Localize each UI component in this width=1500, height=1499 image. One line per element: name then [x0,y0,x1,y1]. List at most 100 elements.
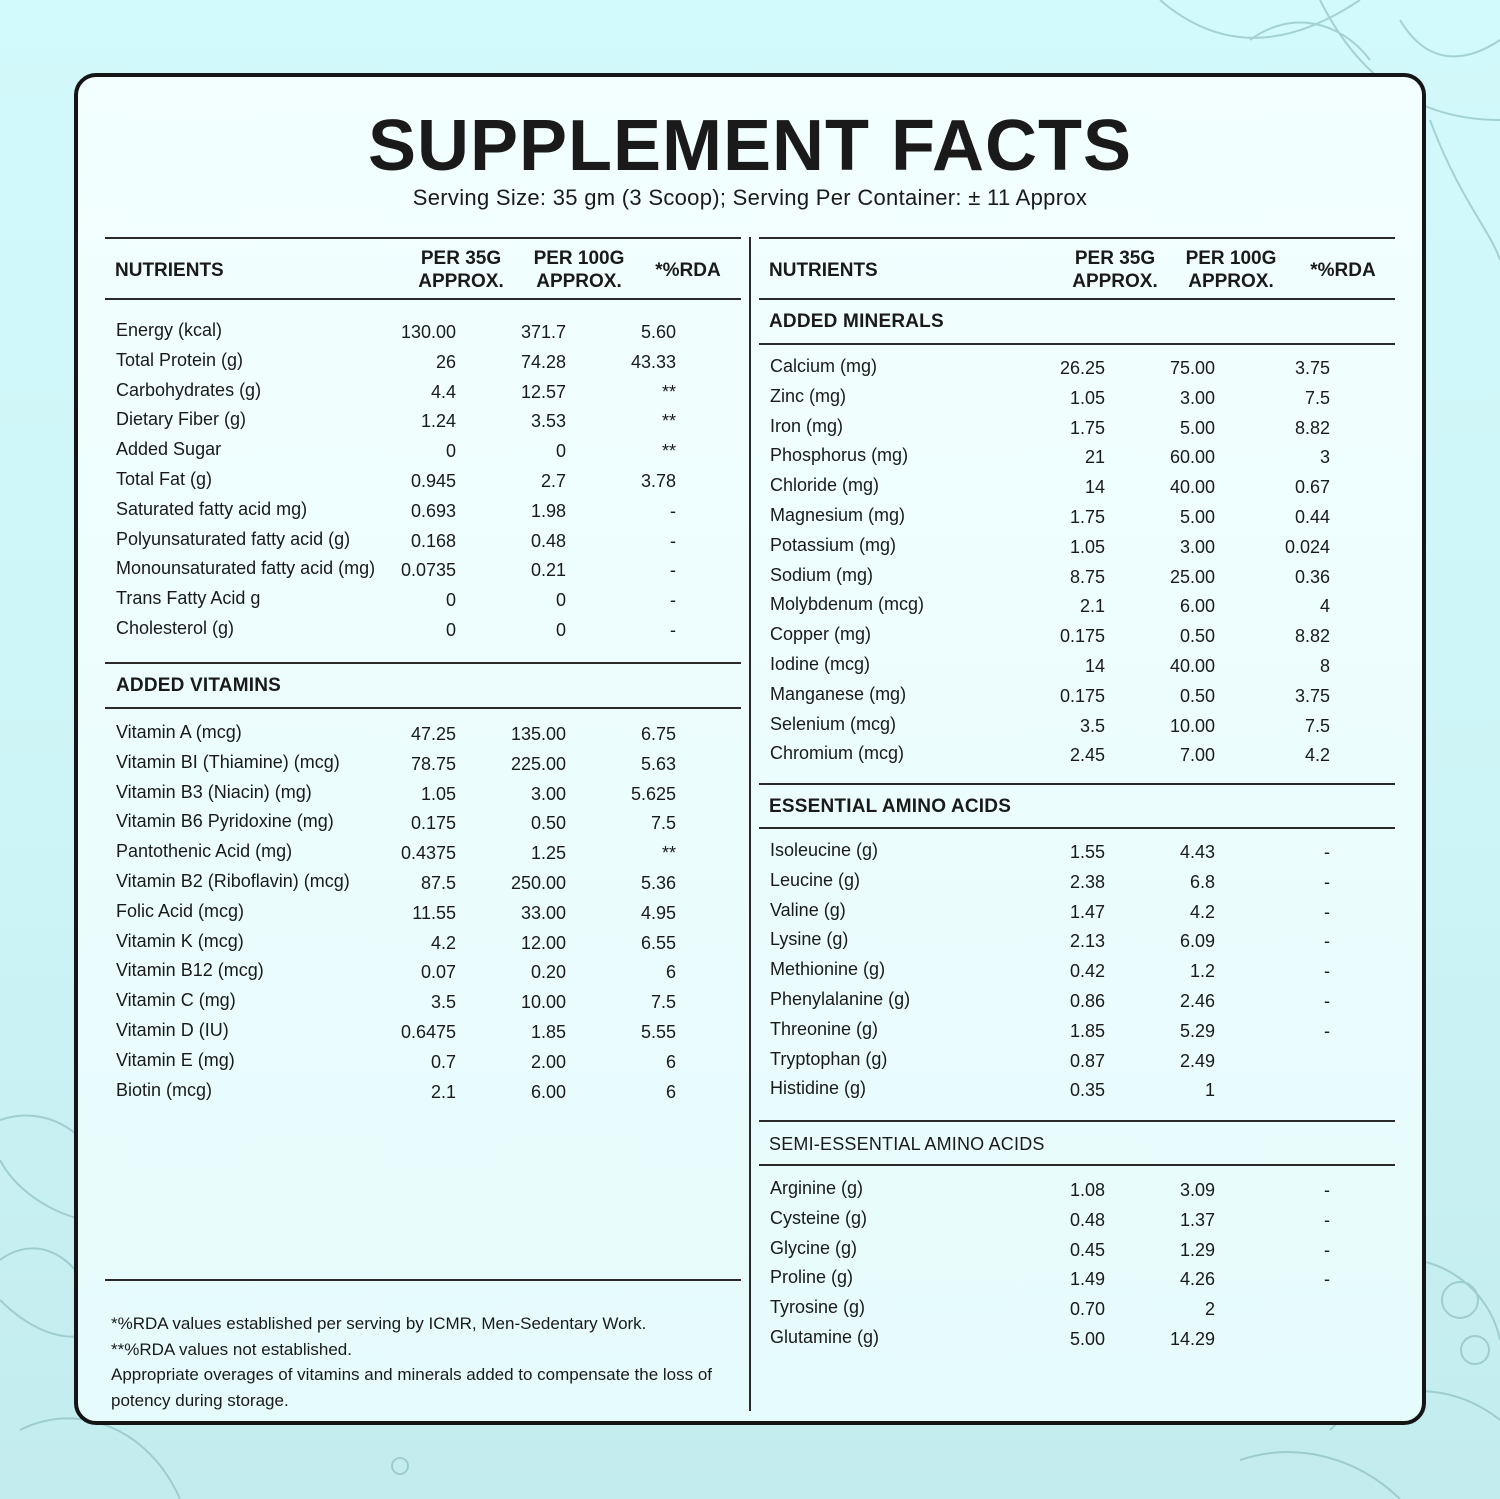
nutrient-name: Phenylalanine (g) [770,989,911,1009]
per-100g-value: 0.50 [530,813,566,834]
per-100g-value: 4.43 [1179,842,1215,862]
per-100g-value: 0 [555,620,566,640]
divider [759,1120,1395,1122]
rda-value: - [1324,961,1330,982]
col-header-per100-line1: PER 100G [1185,248,1277,269]
per-35g-value: 5.00 [1069,1329,1105,1349]
nutrient-name: Chloride (mg) [770,475,880,496]
per-35g-value: 78.75 [410,753,456,774]
col-header-per100-line2: APPROX. [536,271,622,292]
rda-value: 7.5 [1304,715,1330,736]
per-100g-value: 3.00 [1179,387,1215,408]
col-header-per35-line1: PER 35G [420,248,502,269]
rda-value: 5.60 [640,322,676,342]
table-row: Monounsaturated fatty acid (mg) 0.0735 0.2… [116,558,716,584]
per-100g-value: 2.7 [540,471,566,491]
divider [105,237,741,239]
table-row: Lysine (g) 2.13 6.09 - [770,929,1390,955]
per-35g-value: 1.85 [1069,1020,1105,1041]
col-header-rda: *%RDA [1310,260,1376,281]
nutrient-name: Proline (g) [770,1267,854,1288]
per-100g-value: 1.98 [530,500,566,521]
nutrient-name: Sodium (mg) [770,564,874,585]
rda-value: 3.78 [640,471,676,491]
per-35g-value: 14 [1084,477,1105,498]
table-row: Valine (g) 1.47 4.2 - [770,900,1390,926]
per-35g-value: 0.45 [1069,1239,1105,1260]
rda-value: ** [661,441,676,462]
per-35g-value: 1.08 [1069,1180,1105,1200]
per-100g-value: 0.50 [1179,626,1215,647]
per-35g-value: 0.0735 [400,560,456,581]
per-100g-value: 33.00 [520,902,566,923]
rda-value: ** [661,381,676,402]
per-100g-value: 135.00 [510,724,566,744]
per-100g-value: 1.85 [530,1022,566,1042]
col-header-per100: PER 100G APPROX. [514,247,644,293]
per-100g-value: 0.50 [1179,685,1215,706]
per-35g-value: 8.75 [1069,566,1105,587]
nutrient-name: Trans Fatty Acid g [116,588,261,609]
table-row: Energy (kcal) 130.00 371.7 5.60 [116,320,716,346]
nutrient-name: Vitamin E (mg) [116,1049,235,1070]
per-100g-value: 4.26 [1179,1269,1215,1290]
per-35g-value: 0.168 [410,530,456,551]
nutrient-name: Vitamin K (mcg) [116,930,244,951]
nutrient-name: Vitamin BI (Thiamine) (mcg) [116,751,340,772]
table-row: Saturated fatty acid mg) 0.693 1.98 - [116,499,716,525]
table-row: Total Protein (g) 26 74.28 43.33 [116,350,716,376]
per-35g-value: 0.48 [1069,1209,1105,1230]
per-100g-value: 3.00 [530,783,566,804]
table-row: Vitamin B12 (mcg) 0.07 0.20 6 [116,960,716,986]
table-row: Carbohydrates (g) 4.4 12.57 ** [116,380,716,406]
table-row: Iodine (mcg) 14 40.00 8 [770,654,1390,680]
per-35g-value: 0.175 [1059,685,1105,706]
nutrient-name: Dietary Fiber (g) [116,409,247,430]
per-35g-value: 1.05 [420,783,456,804]
rda-value: 4 [1319,596,1330,617]
per-100g-value: 5.29 [1179,1020,1215,1041]
per-35g-value: 4.2 [430,932,456,953]
divider [105,662,741,664]
per-35g-value: 1.49 [1069,1269,1105,1290]
per-100g-value: 1.29 [1179,1239,1215,1260]
per-100g-value: 2.00 [530,1051,566,1072]
per-35g-value: 0 [445,620,456,640]
nutrient-name: Vitamin D (IU) [116,1020,229,1040]
table-row: Glutamine (g) 5.00 14.29 [770,1327,1390,1353]
per-100g-value: 7.00 [1179,745,1215,766]
rda-value: - [1324,1239,1330,1260]
table-row: Histidine (g) 0.35 1 [770,1078,1390,1104]
nutrient-name: Iodine (mcg) [770,654,871,674]
per-100g-value: 225.00 [510,753,566,774]
table-row: Trans Fatty Acid g 0 0 - [116,588,716,614]
per-35g-value: 87.5 [420,873,456,893]
col-header-per35: PER 35G APPROX. [1050,247,1180,293]
rda-value: - [670,590,676,611]
nutrient-name: Vitamin B2 (Riboflavin) (mcg) [116,871,350,891]
rda-value: 5.36 [640,873,676,893]
per-35g-value: 1.47 [1069,901,1105,922]
per-35g-value: 26.25 [1059,358,1105,378]
divider [105,707,741,709]
table-row: Vitamin E (mg) 0.7 2.00 6 [116,1050,716,1076]
table-row: Calcium (mg) 26.25 75.00 3.75 [770,356,1390,382]
col-header-per35: PER 35G APPROX. [396,247,526,293]
nutrient-name: Cysteine (g) [770,1207,868,1228]
rda-value: 0.36 [1294,566,1330,587]
rda-value: - [1324,901,1330,922]
rda-value: - [1324,991,1330,1011]
per-100g-value: 12.00 [520,932,566,953]
divider [105,1279,741,1281]
nutrient-name: Valine (g) [770,899,846,920]
supplement-facts-panel: SUPPLEMENT FACTS Serving Size: 35 gm (3 … [74,73,1426,1425]
per-35g-value: 0 [445,441,456,462]
footnote-rda: *%RDA values established per serving by … [111,1314,647,1333]
rda-value: 4.2 [1304,745,1330,766]
table-row: Arginine (g) 1.08 3.09 - [770,1178,1390,1204]
per-35g-value: 11.55 [412,902,456,923]
nutrient-name: Calcium (mg) [770,356,878,376]
rda-value: - [1324,1209,1330,1230]
table-row: Molybdenum (mcg) 2.1 6.00 4 [770,594,1390,620]
divider [759,1164,1395,1166]
